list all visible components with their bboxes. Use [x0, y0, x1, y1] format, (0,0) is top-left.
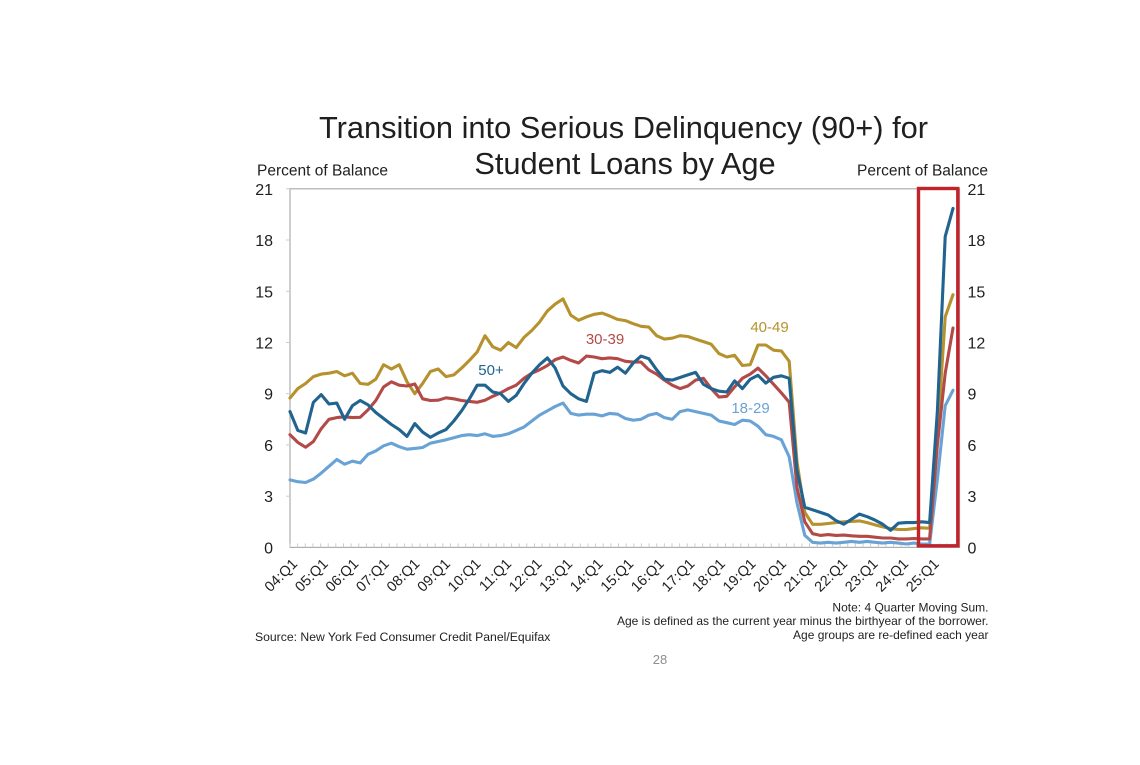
svg-text:Note: 4 Quarter Moving Sum.: Note: 4 Quarter Moving Sum. — [832, 601, 988, 615]
svg-text:Age is defined as the current: Age is defined as the current year minus… — [617, 614, 989, 628]
svg-text:28: 28 — [653, 652, 667, 667]
svg-text:Student Loans by Age: Student Loans by Age — [474, 146, 775, 181]
svg-text:12: 12 — [255, 336, 273, 353]
svg-text:18-29: 18-29 — [731, 400, 769, 417]
svg-text:21: 21 — [968, 182, 986, 199]
svg-text:12: 12 — [968, 336, 986, 353]
svg-text:9: 9 — [264, 387, 273, 404]
svg-text:18: 18 — [968, 233, 986, 250]
svg-text:21: 21 — [255, 182, 273, 199]
svg-text:9: 9 — [968, 387, 977, 404]
svg-text:50+: 50+ — [478, 362, 504, 379]
svg-text:18: 18 — [255, 233, 273, 250]
svg-text:40-49: 40-49 — [750, 319, 788, 336]
svg-text:6: 6 — [968, 438, 977, 455]
svg-text:Source: New York Fed Consumer: Source: New York Fed Consumer Credit Pan… — [255, 630, 550, 644]
svg-text:0: 0 — [968, 540, 977, 557]
svg-text:6: 6 — [264, 438, 273, 455]
svg-text:30-39: 30-39 — [586, 331, 624, 348]
svg-text:Percent of Balance: Percent of Balance — [857, 162, 988, 179]
svg-text:15: 15 — [968, 284, 986, 301]
svg-text:Percent of Balance: Percent of Balance — [257, 162, 388, 179]
svg-text:0: 0 — [264, 540, 273, 557]
svg-text:Transition into Serious Delinq: Transition into Serious Delinquency (90+… — [319, 110, 928, 145]
svg-text:3: 3 — [264, 489, 273, 506]
svg-text:15: 15 — [255, 284, 273, 301]
svg-text:Age groups are re-defined each: Age groups are re-defined each year — [793, 628, 988, 642]
svg-text:3: 3 — [968, 489, 977, 506]
